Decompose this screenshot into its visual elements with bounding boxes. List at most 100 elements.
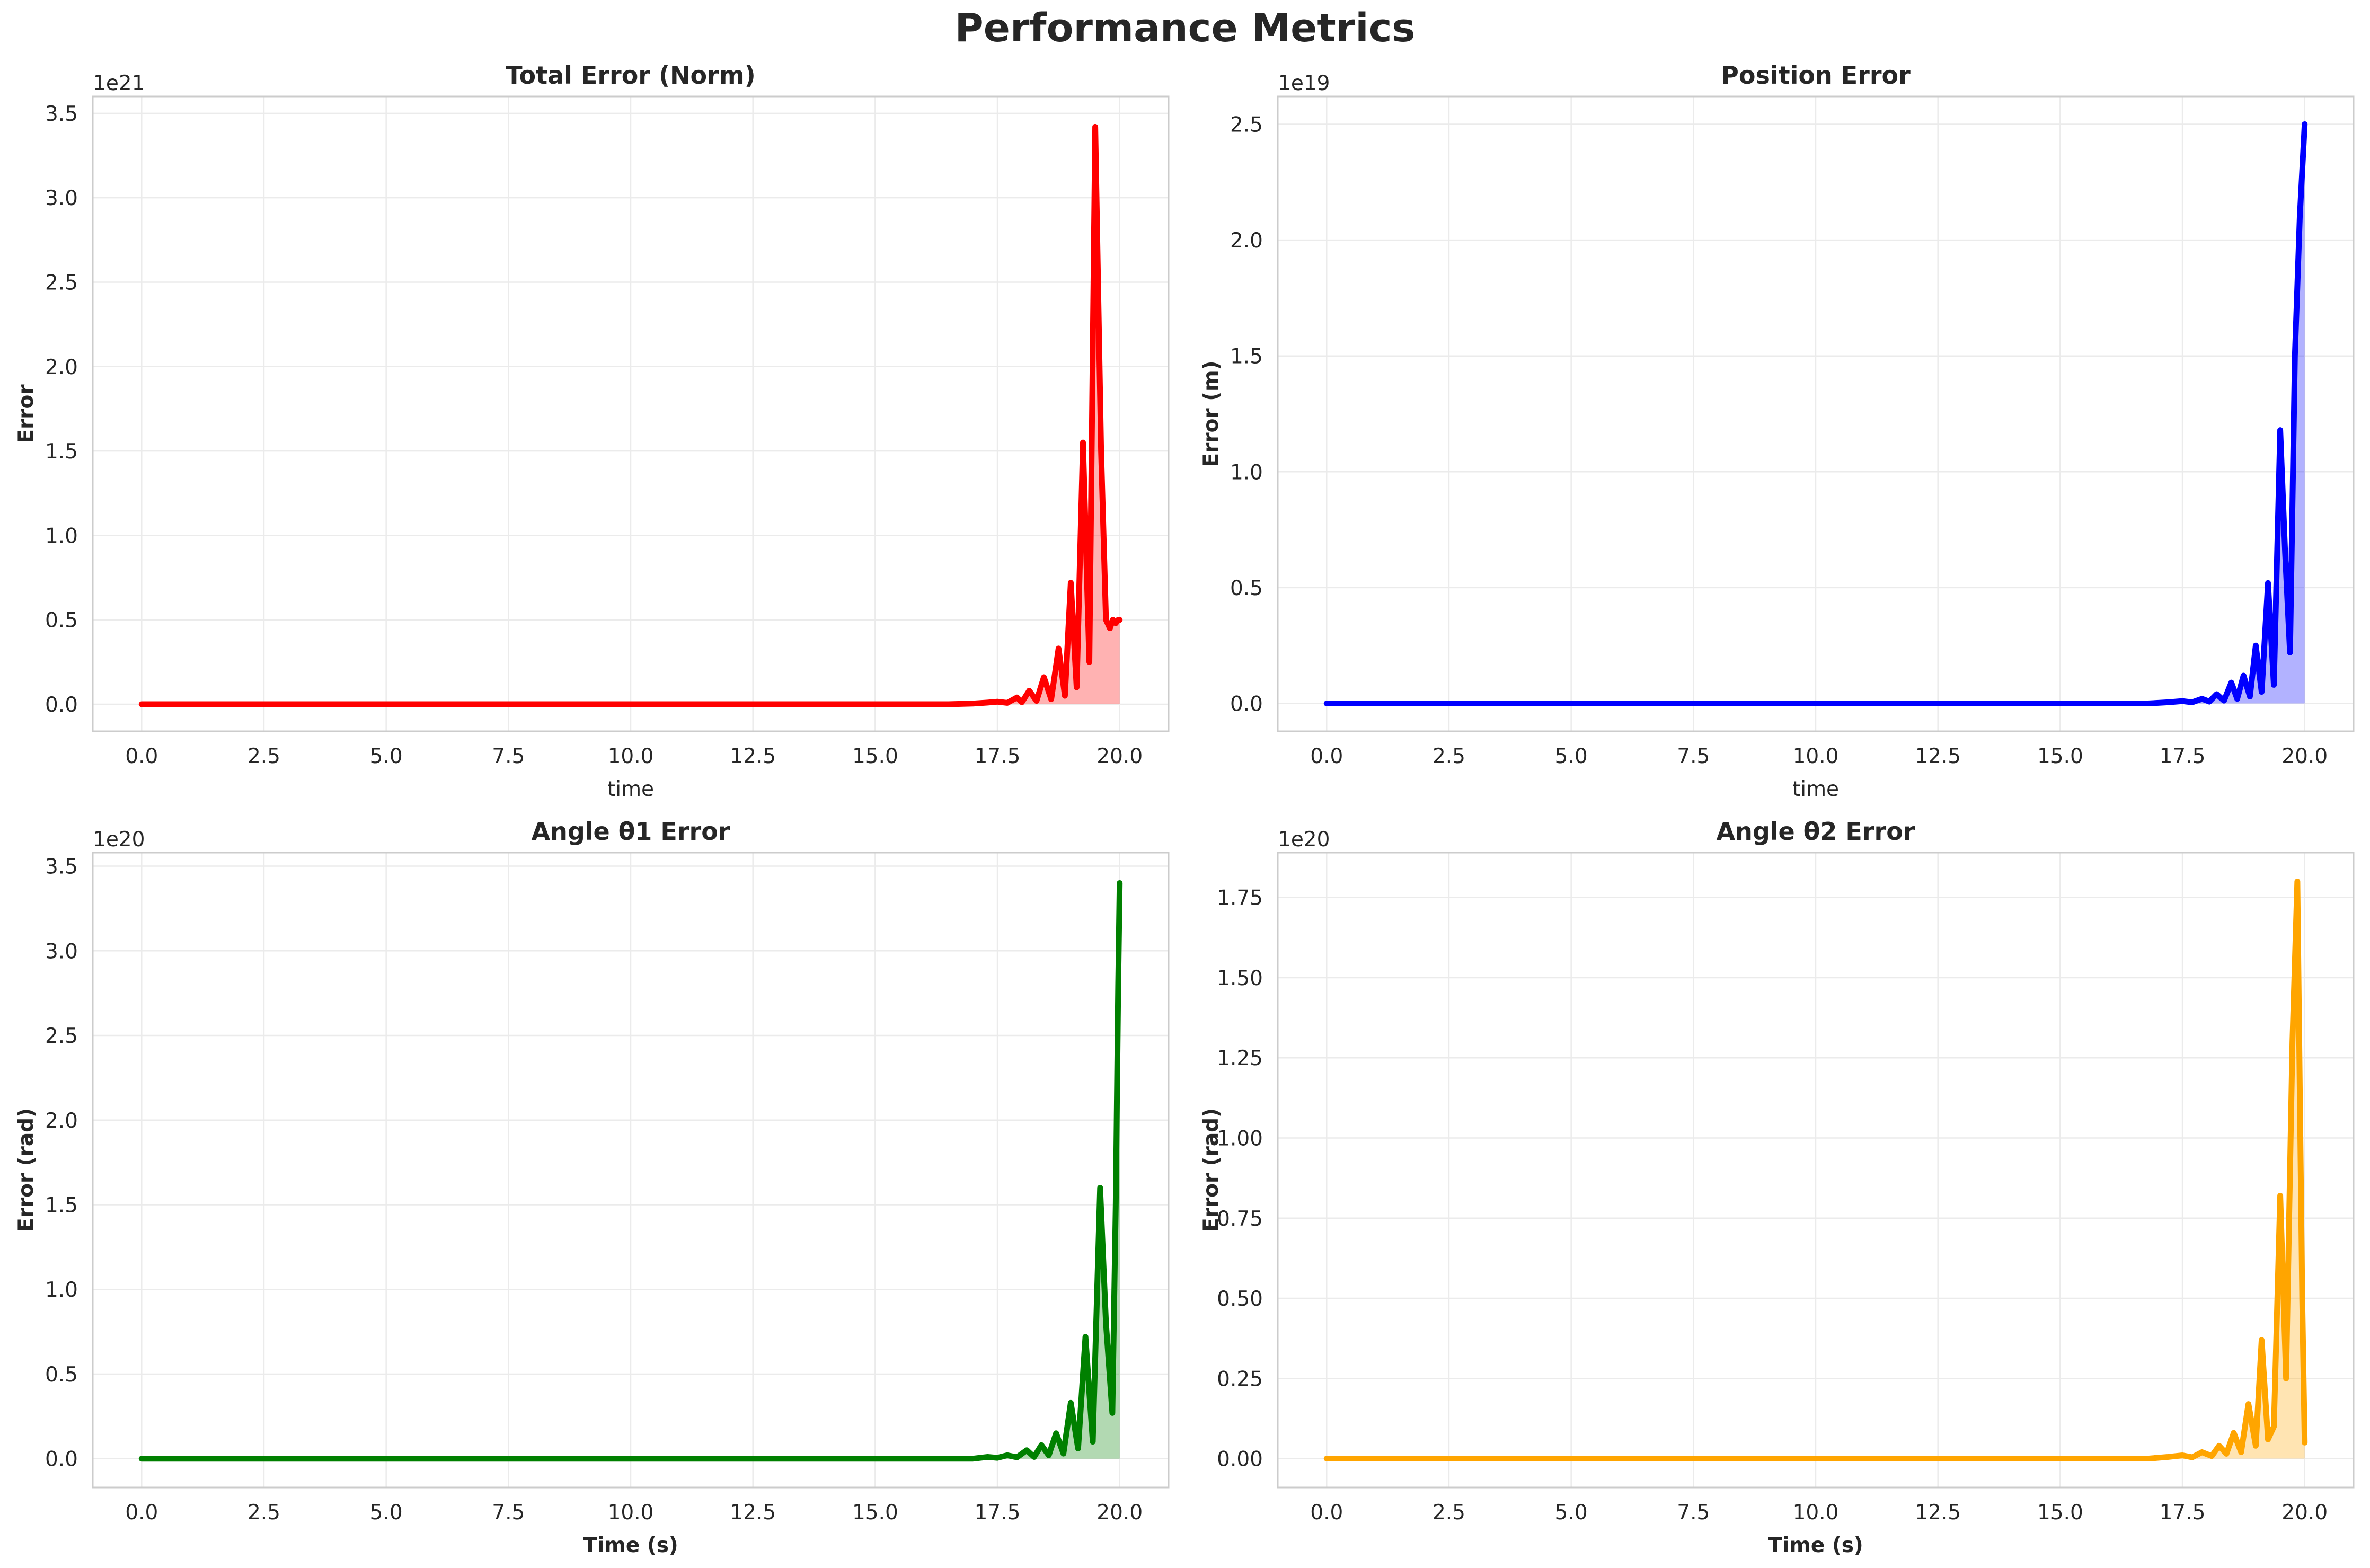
x-tick-label: 17.5 — [975, 745, 1021, 768]
x-tick-label: 12.5 — [730, 1501, 776, 1525]
y-tick-labels: 0.00 0.25 0.50 0.75 1.00 1.25 1.50 1.75 — [1217, 887, 1263, 1472]
x-tick-label: 2.5 — [1432, 745, 1465, 768]
y-tick-label: 2.0 — [1230, 229, 1263, 253]
x-tick-labels: 0.0 2.5 5.0 7.5 10.0 12.5 15.0 17.5 20.0 — [125, 745, 1143, 768]
chart-angle-theta1-error: 0.0 2.5 5.0 7.5 10.0 12.5 15.0 17.5 20.0 0.0 0.5 1.… — [14, 817, 1170, 1557]
y-axis-label: Error (m) — [1199, 361, 1223, 467]
y-offset-label: 1e19 — [1278, 72, 1330, 95]
chart-title: Angle θ1 Error — [532, 817, 730, 846]
x-tick-label: 10.0 — [1793, 1501, 1839, 1525]
y-tick-label: 0.50 — [1217, 1287, 1263, 1311]
plot-frame — [1277, 852, 2355, 1489]
figure-title: Performance Metrics — [954, 5, 1416, 51]
y-tick-label: 1.0 — [45, 1278, 78, 1302]
y-tick-label: 1.0 — [45, 524, 78, 548]
series-line — [1323, 878, 2308, 1462]
chart-position-error: 0.0 2.5 5.0 7.5 10.0 12.5 15.0 17.5 20.0 0.0 0.5 1.… — [1199, 61, 2355, 801]
y-tick-label: 3.0 — [45, 187, 78, 210]
y-tick-label: 1.25 — [1217, 1047, 1263, 1070]
y-tick-label: 0.75 — [1217, 1207, 1263, 1231]
x-tick-label: 20.0 — [1096, 745, 1143, 768]
y-axis-label: Error (rad) — [1199, 1108, 1223, 1232]
x-tick-label: 12.5 — [1915, 1501, 1961, 1525]
y-tick-label: 2.0 — [45, 1109, 78, 1133]
x-axis-label: Time (s) — [1768, 1534, 1863, 1557]
y-tick-label: 1.50 — [1217, 967, 1263, 990]
x-tick-label: 10.0 — [608, 1501, 654, 1525]
series-line — [138, 123, 1123, 707]
x-tick-label: 20.0 — [2281, 1501, 2328, 1525]
x-axis-label: time — [1792, 777, 1839, 801]
plot-frame — [1277, 95, 2355, 732]
y-tick-label: 2.5 — [1230, 113, 1263, 137]
x-tick-label: 17.5 — [2160, 1501, 2206, 1525]
y-tick-label: 0.0 — [45, 693, 78, 717]
chart-angle-theta2-error: 0.0 2.5 5.0 7.5 10.0 12.5 15.0 17.5 20.0 0.00 0.25… — [1199, 817, 2355, 1557]
x-tick-label: 15.0 — [2037, 1501, 2083, 1525]
series-line — [138, 880, 1123, 1462]
plot-frame — [92, 852, 1170, 1489]
y-tick-labels: 0.0 0.5 1.0 1.5 2.0 2.5 — [1230, 113, 1263, 716]
x-tick-label: 17.5 — [975, 1501, 1021, 1525]
y-tick-label: 0.25 — [1217, 1367, 1263, 1391]
y-tick-label: 2.5 — [45, 271, 78, 295]
x-tick-label: 0.0 — [1310, 1501, 1343, 1525]
x-tick-label: 17.5 — [2160, 745, 2206, 768]
x-tick-label: 15.0 — [2037, 745, 2083, 768]
x-axis-label: time — [607, 777, 654, 801]
y-offset-label: 1e20 — [93, 828, 145, 852]
y-offset-label: 1e20 — [1278, 828, 1330, 852]
chart-title: Angle θ2 Error — [1717, 817, 1915, 846]
y-tick-label: 3.5 — [45, 102, 78, 126]
gridlines — [93, 853, 1169, 1487]
y-tick-label: 2.0 — [45, 356, 78, 379]
series-line — [1323, 121, 2308, 707]
x-tick-label: 2.5 — [247, 745, 280, 768]
y-tick-label: 0.5 — [45, 609, 78, 633]
x-tick-label: 10.0 — [1793, 745, 1839, 768]
x-tick-label: 5.0 — [1555, 1501, 1588, 1525]
x-tick-label: 7.5 — [492, 1501, 525, 1525]
y-tick-label: 2.5 — [45, 1024, 78, 1048]
y-tick-label: 1.0 — [1230, 460, 1263, 484]
y-tick-labels: 0.0 0.5 1.0 1.5 2.0 2.5 3.0 3.5 — [45, 102, 78, 717]
y-tick-label: 1.75 — [1217, 887, 1263, 910]
y-tick-label: 1.5 — [45, 440, 78, 464]
x-tick-label: 2.5 — [247, 1501, 280, 1525]
x-tick-label: 12.5 — [730, 745, 776, 768]
y-tick-label: 1.5 — [45, 1193, 78, 1217]
y-tick-label: 1.00 — [1217, 1127, 1263, 1150]
x-tick-label: 5.0 — [370, 745, 403, 768]
y-axis-label: Error (rad) — [14, 1108, 38, 1232]
gridlines — [1278, 96, 2354, 731]
y-tick-labels: 0.0 0.5 1.0 1.5 2.0 2.5 3.0 3.5 — [45, 855, 78, 1472]
x-tick-labels: 0.0 2.5 5.0 7.5 10.0 12.5 15.0 17.5 20.0 — [125, 1501, 1143, 1525]
x-tick-label: 12.5 — [1915, 745, 1961, 768]
y-tick-label: 1.5 — [1230, 345, 1263, 369]
x-tick-label: 7.5 — [492, 745, 525, 768]
x-tick-label: 15.0 — [852, 745, 898, 768]
plot-frame — [92, 95, 1170, 732]
y-tick-label: 0.0 — [1230, 693, 1263, 716]
x-tick-label: 2.5 — [1432, 1501, 1465, 1525]
y-tick-label: 0.0 — [45, 1448, 78, 1472]
y-offset-label: 1e21 — [93, 72, 145, 95]
chart-title: Position Error — [1721, 61, 1911, 90]
y-tick-label: 3.5 — [45, 855, 78, 879]
x-axis-label: Time (s) — [583, 1534, 678, 1557]
y-tick-label: 0.5 — [1230, 577, 1263, 600]
x-tick-label: 0.0 — [125, 1501, 158, 1525]
y-axis-label: Error — [14, 384, 38, 444]
chart-total-error: 0.0 2.5 5.0 7.5 10.0 12.5 15.0 17.5 20.0 0.0 0.5 1.… — [14, 61, 1170, 801]
x-tick-label: 0.0 — [125, 745, 158, 768]
x-tick-label: 15.0 — [852, 1501, 898, 1525]
x-tick-label: 10.0 — [608, 745, 654, 768]
x-tick-label: 7.5 — [1677, 745, 1710, 768]
x-tick-label: 5.0 — [370, 1501, 403, 1525]
x-tick-labels: 0.0 2.5 5.0 7.5 10.0 12.5 15.0 17.5 20.0 — [1310, 1501, 2328, 1525]
y-tick-label: 3.0 — [45, 940, 78, 963]
chart-title: Total Error (Norm) — [506, 61, 756, 90]
x-tick-label: 0.0 — [1310, 745, 1343, 768]
y-tick-label: 0.00 — [1217, 1448, 1263, 1472]
